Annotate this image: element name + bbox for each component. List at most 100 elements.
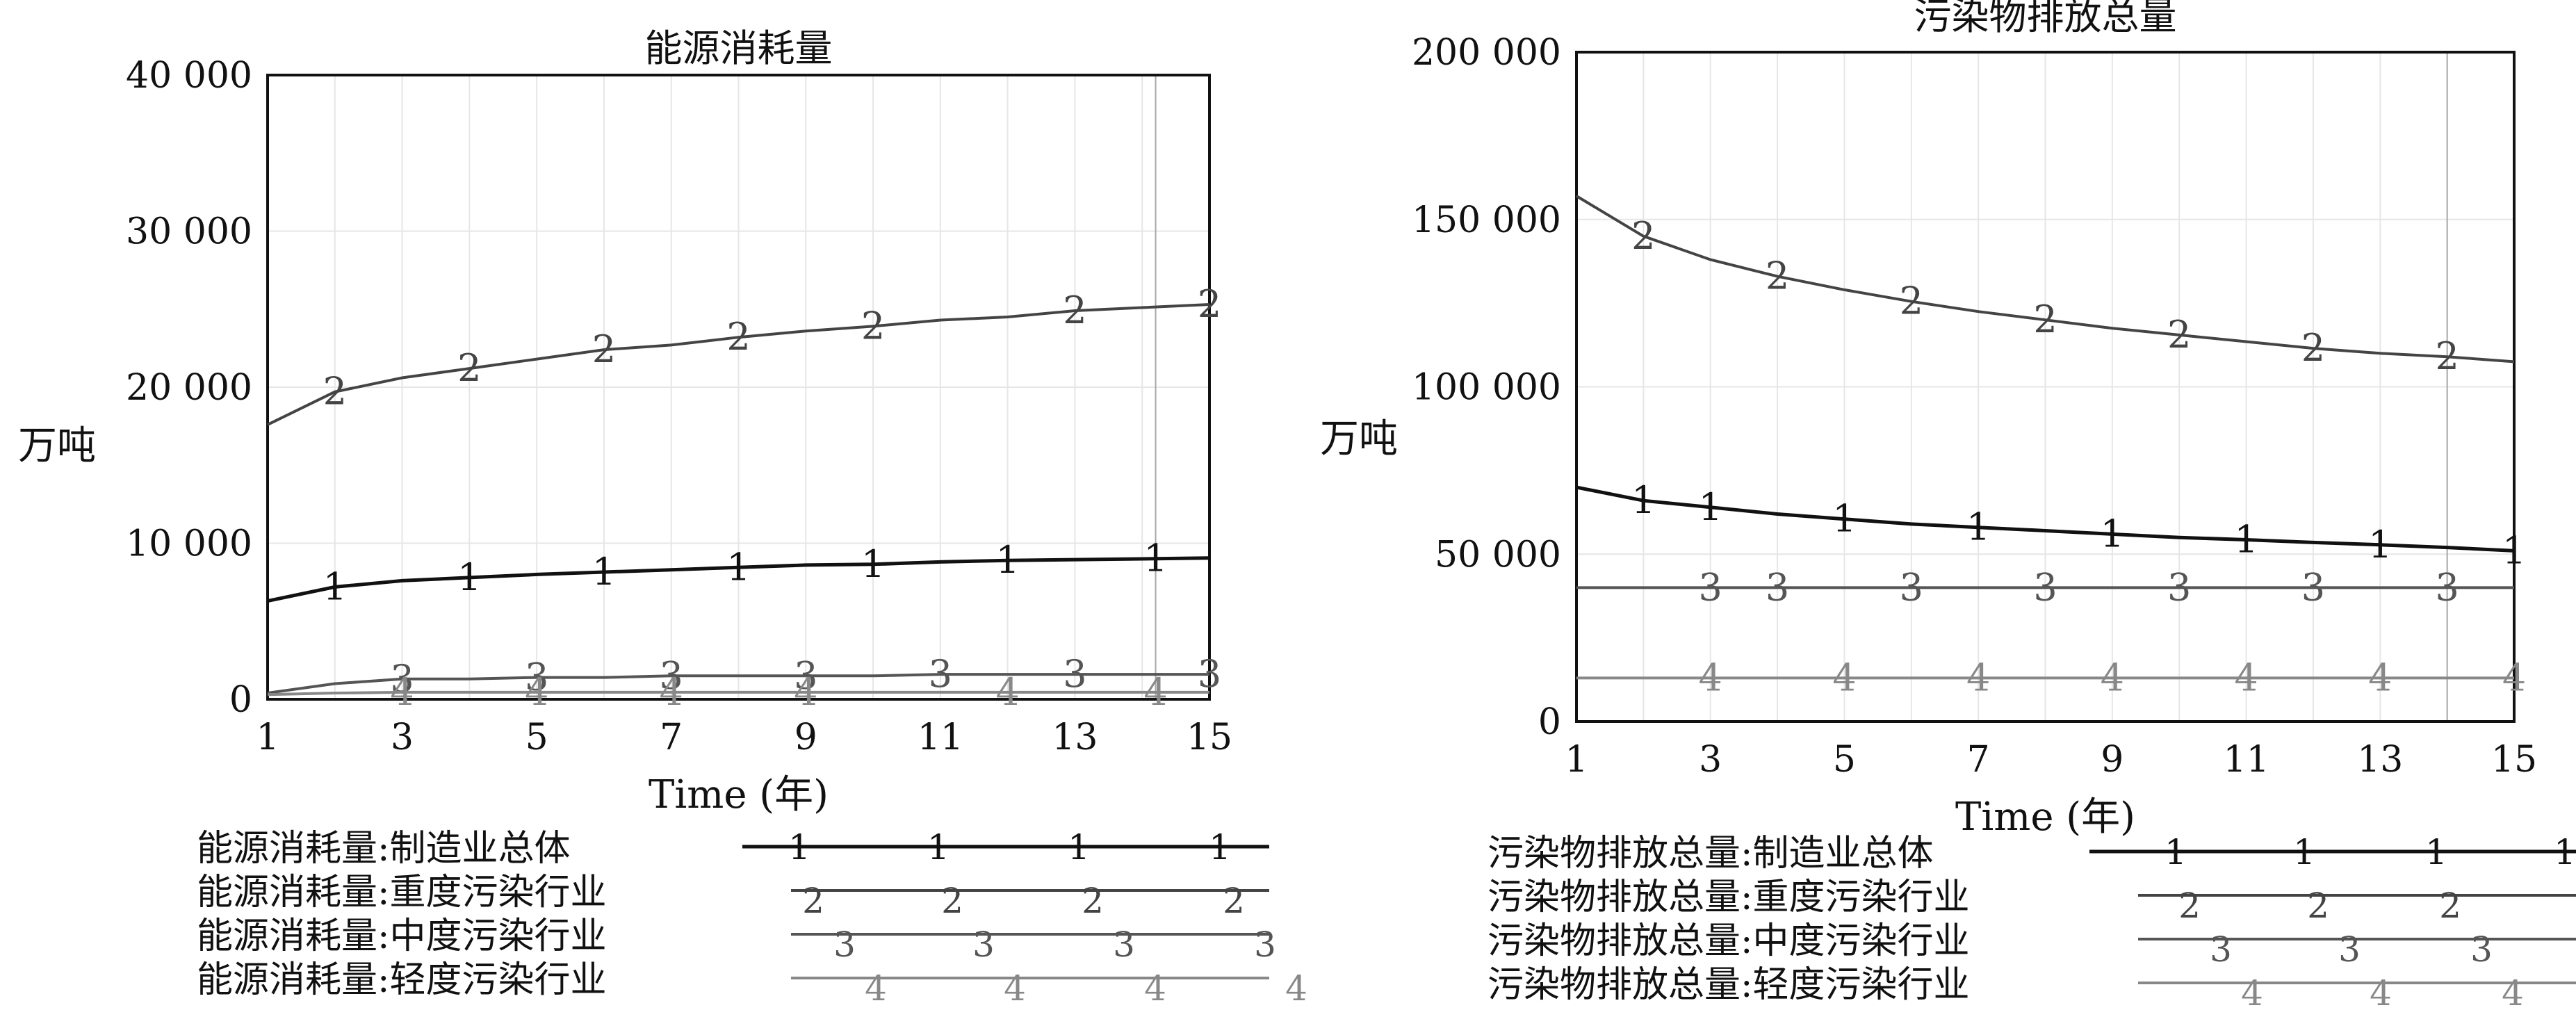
x-tick-label: 11 <box>918 717 963 758</box>
series-marker-label: 4 <box>525 670 548 714</box>
series-marker-label: 4 <box>995 670 1019 714</box>
series-2: 2 2 2 2 2 2 2 <box>1575 195 2515 378</box>
legend-marker-label: 1 <box>788 827 810 868</box>
legend-item: 能源消耗量:中度污染行业 3 3 3 3 <box>197 915 1276 965</box>
x-tick-label: 13 <box>1052 717 1098 758</box>
series-marker-label: 2 <box>592 327 616 371</box>
y-tick-label: 40 000 <box>126 55 252 97</box>
series-marker-label: 3 <box>1699 565 1722 609</box>
y-tick-label: 0 <box>229 679 252 721</box>
series-marker-label: 3 <box>1766 565 1789 609</box>
y-tick-label: 0 <box>1538 701 1561 743</box>
series-line <box>1576 485 2515 553</box>
series-marker-label: 2 <box>1631 214 1655 258</box>
y-tick-label: 50 000 <box>1435 534 1561 576</box>
series-marker-label: 1 <box>1699 485 1722 529</box>
series-marker-label: 2 <box>1063 288 1086 332</box>
legend-label: 污染物排放总量:制造业总体 <box>1487 833 1934 874</box>
series-marker-label: 3 <box>794 653 817 697</box>
legend-marker-label: 4 <box>2241 973 2263 1010</box>
y-tick-label: 150 000 <box>1412 199 1561 241</box>
series-line <box>1575 195 2515 364</box>
series-marker-label: 3 <box>2301 565 2325 609</box>
legend-marker-label: 1 <box>927 827 949 868</box>
legend-marker-label: 4 <box>2502 973 2524 1010</box>
plot-frame <box>1575 51 2516 723</box>
series-marker-label: 1 <box>1966 505 1990 549</box>
series-line <box>267 690 1209 697</box>
legend-marker-label: 4 <box>1285 968 1307 1009</box>
chart-title: 污染物排放总量 <box>1914 0 2177 38</box>
legend-item: 污染物排放总量:轻度污染行业 4 4 4 <box>1487 964 2576 1010</box>
series-marker-label: 1 <box>2101 512 2124 555</box>
series-marker-label: 4 <box>390 670 414 714</box>
legend-marker-label: 4 <box>1144 968 1166 1009</box>
series-marker-label: 3 <box>2435 565 2459 609</box>
legend-marker-label: 2 <box>2178 886 2201 926</box>
legend-marker-label: 3 <box>2470 929 2493 970</box>
legend-marker-label: 3 <box>1254 925 1276 965</box>
legend-label: 污染物排放总量:轻度污染行业 <box>1487 964 1970 1006</box>
series-4: 4 4 4 4 4 4 4 <box>1576 655 2526 699</box>
series-marker-label: 4 <box>1966 655 1990 699</box>
legend-marker-label: 4 <box>2370 973 2392 1010</box>
y-axis-label: 万吨 <box>1320 416 1398 462</box>
legend-marker-label: 3 <box>2210 929 2232 970</box>
legend-item: 污染物排放总量:制造业总体 1 1 1 1 <box>1487 832 2576 874</box>
legend-label: 能源消耗量:中度污染行业 <box>197 915 607 957</box>
legend-marker-label: 3 <box>1113 925 1135 965</box>
legend-item: 污染物排放总量:重度污染行业 2 2 2 <box>1487 877 2576 926</box>
series-marker-label: 4 <box>2502 655 2526 699</box>
series-line <box>267 303 1210 426</box>
legend-label: 能源消耗量:重度污染行业 <box>197 872 607 913</box>
legend-marker-label: 2 <box>1082 881 1104 921</box>
legend-marker-label: 3 <box>972 925 995 965</box>
x-tick-label: 5 <box>1833 739 1856 781</box>
legend-item: 能源消耗量:重度污染行业 2 2 2 2 <box>197 872 1269 921</box>
legend-label: 污染物排放总量:重度污染行业 <box>1487 877 1970 918</box>
series-marker-label: 1 <box>1631 478 1655 522</box>
x-tick-label: 11 <box>2223 739 2269 781</box>
y-tick-label: 30 000 <box>126 211 252 253</box>
series-marker-label: 2 <box>2167 313 2191 357</box>
y-tick-label: 10 000 <box>126 523 252 565</box>
series-marker-label: 4 <box>2234 655 2258 699</box>
legend-marker-label: 4 <box>1004 968 1026 1009</box>
legend-item: 污染物排放总量:中度污染行业 3 3 3 <box>1487 920 2576 970</box>
series-marker-label: 1 <box>726 545 750 589</box>
legend-marker-label: 3 <box>2338 929 2361 970</box>
y-tick-label: 200 000 <box>1412 32 1561 74</box>
legend-marker-label: 1 <box>1209 827 1231 868</box>
x-tick-label: 15 <box>1187 717 1232 758</box>
series-2: 2 2 2 2 2 2 2 <box>267 282 1221 426</box>
series-marker-label: 4 <box>2368 655 2392 699</box>
series-marker-label: 4 <box>1832 655 1856 699</box>
series-marker-label: 4 <box>2101 655 2124 699</box>
series-4: 4 4 4 4 4 4 <box>267 670 1209 714</box>
series-marker-label: 4 <box>660 670 683 714</box>
legend-marker-label: 1 <box>2425 832 2447 872</box>
series-marker-label: 4 <box>1143 670 1167 714</box>
x-tick-label: 3 <box>391 717 414 758</box>
series-marker-label: 2 <box>457 346 481 390</box>
series-marker-label: 3 <box>929 652 952 696</box>
series-marker-label: 1 <box>1143 537 1167 580</box>
series-marker-label: 3 <box>2033 565 2057 609</box>
series-marker-label: 3 <box>660 653 683 697</box>
y-tick-label: 20 000 <box>126 367 252 409</box>
legend-label: 能源消耗量:轻度污染行业 <box>197 959 607 1001</box>
y-axis-label: 万吨 <box>18 423 96 469</box>
series-line <box>267 673 1209 694</box>
legend-item: 能源消耗量:轻度污染行业 4 4 4 4 <box>197 959 1307 1009</box>
x-tick-label: 9 <box>2101 739 2123 781</box>
series-marker-label: 2 <box>2033 298 2057 341</box>
legend-marker-label: 2 <box>2439 886 2461 926</box>
series-marker-label: 2 <box>1766 254 1789 298</box>
x-tick-label: 15 <box>2491 739 2537 781</box>
series-marker-label: 1 <box>2502 528 2526 572</box>
series-marker-label: 2 <box>1198 282 1221 326</box>
legend-marker-label: 2 <box>941 881 963 921</box>
series-marker-label: 1 <box>323 564 347 608</box>
